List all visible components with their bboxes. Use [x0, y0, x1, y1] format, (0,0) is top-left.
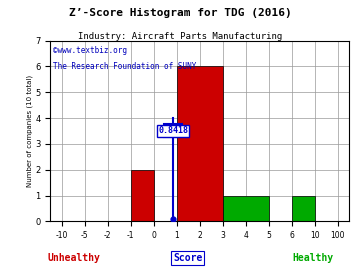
Text: ©www.textbiz.org: ©www.textbiz.org: [53, 46, 127, 55]
Text: Z’-Score Histogram for TDG (2016): Z’-Score Histogram for TDG (2016): [69, 8, 291, 18]
Bar: [177, 66, 223, 221]
Text: Unhealthy: Unhealthy: [48, 253, 101, 263]
Text: Healthy: Healthy: [293, 253, 334, 263]
Text: The Research Foundation of SUNY: The Research Foundation of SUNY: [53, 62, 197, 71]
Text: Score: Score: [173, 253, 203, 263]
Bar: [292, 195, 315, 221]
Bar: [131, 170, 154, 221]
Text: Industry: Aircraft Parts Manufacturing: Industry: Aircraft Parts Manufacturing: [78, 32, 282, 41]
Bar: [223, 195, 269, 221]
Text: 0.8418: 0.8418: [158, 126, 188, 136]
Y-axis label: Number of companies (10 total): Number of companies (10 total): [26, 75, 32, 187]
